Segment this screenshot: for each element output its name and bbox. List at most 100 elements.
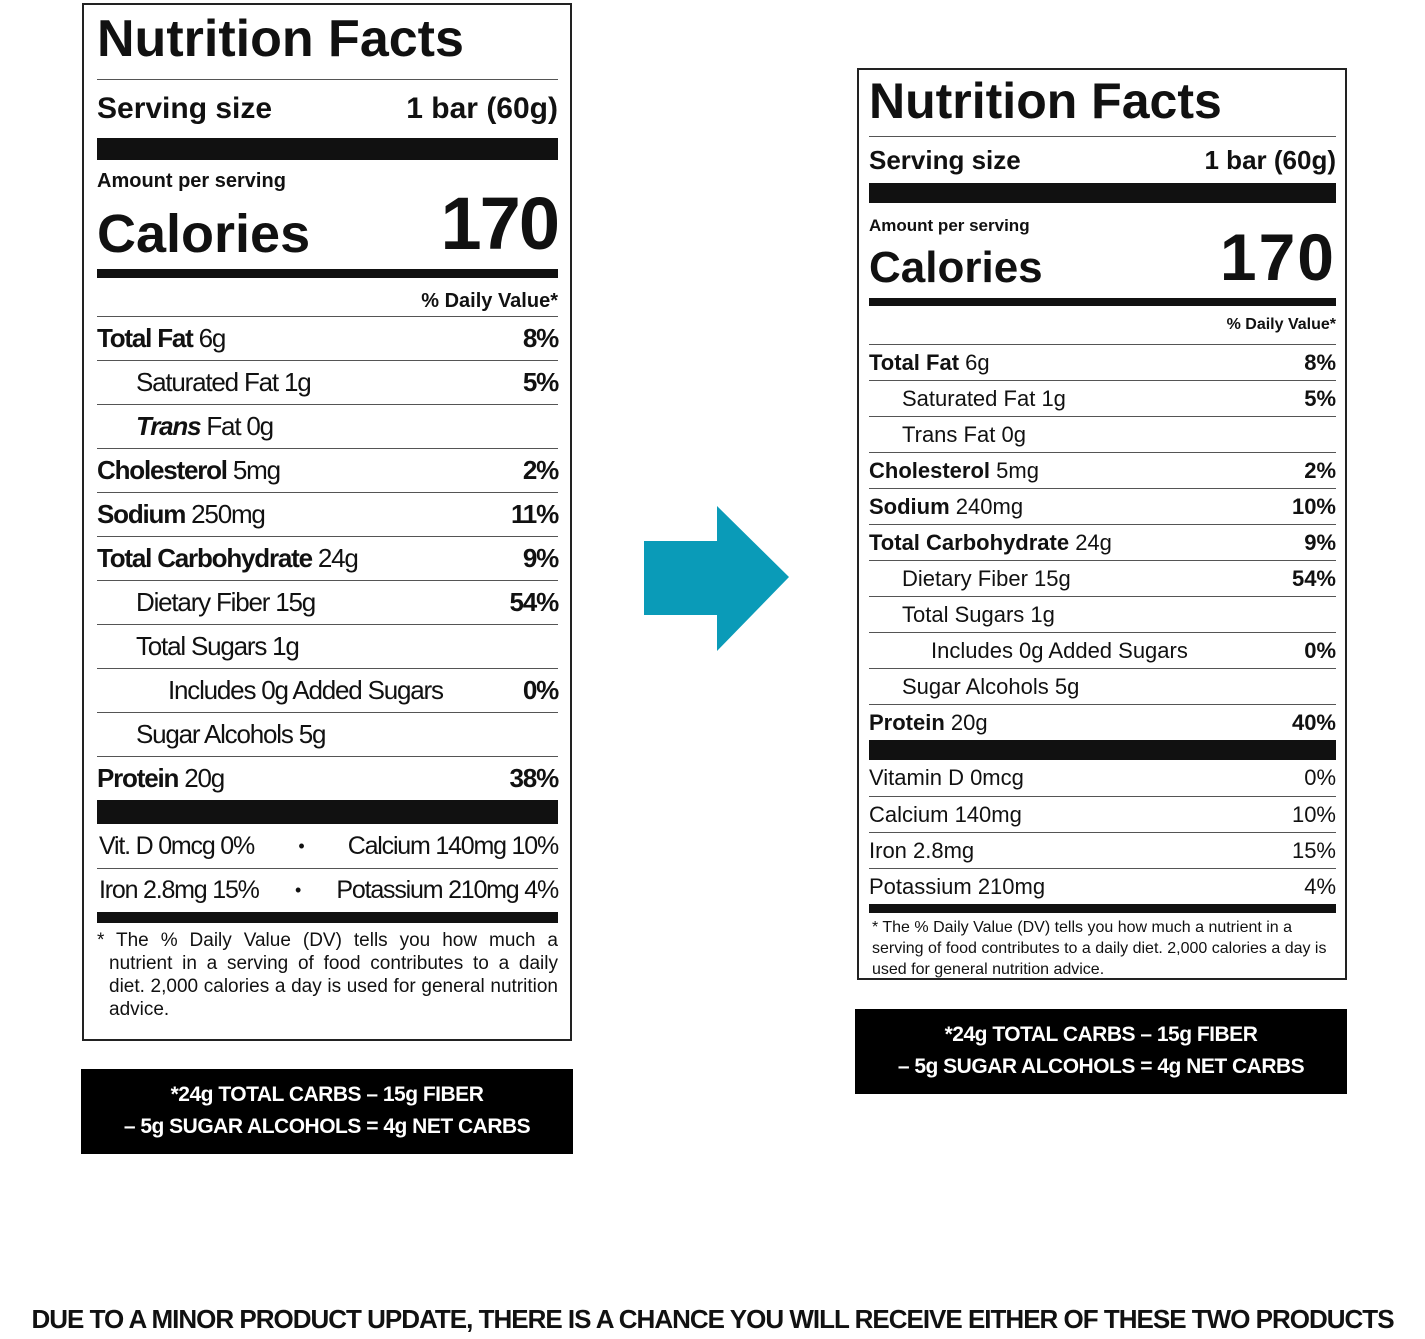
bullet-separator: • — [295, 880, 301, 900]
nutrient-row: Sodium 240mg 10% — [869, 488, 1336, 524]
nutrient-name-group: Sugar Alcohols 5g — [97, 719, 327, 750]
nutrient-amount: 250mg — [191, 499, 266, 529]
nutrient-row: Total Sugars 1g — [869, 596, 1336, 632]
thick-divider — [97, 800, 558, 824]
vitamin-right: Calcium 140mg 10% — [347, 831, 559, 860]
nutrient-name-group: Total Carbohydrate 24g — [869, 530, 1112, 556]
nutrient-daily-value: 11% — [510, 499, 559, 529]
calories-row: Calories 170 — [869, 224, 1336, 290]
nutrient-daily-value: 5% — [1304, 385, 1336, 411]
nutrient-name-group: Total Sugars 1g — [97, 631, 300, 662]
nutrient-row: Total Carbohydrate 24g 9% — [97, 536, 559, 580]
nutrient-row: Total Fat 6g 8% — [869, 344, 1336, 380]
nutrient-row: Saturated Fat 1g 5% — [97, 360, 559, 404]
nutrient-name: Trans Fat — [902, 421, 996, 447]
nutrient-name: Total Fat — [869, 349, 960, 375]
vitamin-daily-value: 10% — [1291, 801, 1336, 827]
nutrient-name-group: Total Fat 6g — [97, 323, 227, 354]
vitamin-daily-value: 4% — [1304, 873, 1336, 899]
nutrient-daily-value: 8% — [522, 323, 559, 353]
net-carbs-line: *24g TOTAL CARBS – 15g FIBER — [944, 1023, 1258, 1046]
nutrient-name: Trans — [136, 411, 202, 441]
nutrient-amount: 1g — [283, 367, 312, 397]
nutrient-daily-value: 54% — [1291, 565, 1336, 591]
nutrient-name: Dietary Fiber — [902, 565, 1028, 591]
nutrient-name-group: Trans Fat 0g — [869, 422, 1026, 448]
vitamin-row: Iron 2.8mg 15% • Potassium 210mg 4% — [97, 868, 559, 912]
nutrient-name: Total Sugars — [902, 601, 1025, 627]
vitamin-row: Iron 2.8mg 15% — [869, 832, 1336, 868]
nutrient-name: Protein — [97, 763, 179, 793]
vitamin-name: Iron 2.8mg — [869, 837, 975, 863]
nutrient-daily-value: 0% — [1304, 637, 1336, 663]
old-net-carbs-box: *24g TOTAL CARBS – 15g FIBER – 5g SUGAR … — [81, 1069, 573, 1154]
nutrient-name: Includes 0g Added Sugars — [168, 675, 444, 705]
notice-text: DUE TO A MINOR PRODUCT UPDATE, THERE IS … — [31, 1304, 1394, 1334]
nutrient-name-group: Saturated Fat 1g — [869, 386, 1066, 412]
calories-label: Calories — [97, 204, 311, 264]
nutrient-amount: 1g — [1030, 601, 1055, 627]
nutrient-name: Total Carbohydrate — [869, 529, 1070, 555]
nutrient-row: Dietary Fiber 15g 54% — [869, 560, 1336, 596]
nutrient-name-group: Includes 0g Added Sugars — [97, 675, 444, 706]
vitamin-daily-value: 0% — [1304, 765, 1336, 790]
amount-per-serving: Amount per serving — [869, 216, 1030, 235]
nutrient-name: Saturated Fat — [136, 367, 279, 397]
daily-value-header: % Daily Value* — [421, 290, 558, 312]
vitamin-row: Vitamin D 0mcg 0% — [869, 760, 1336, 796]
vitamin-row: Vit. D 0mcg 0% • Calcium 140mg 10% — [97, 824, 559, 868]
calories-row: Calories 170 — [97, 187, 560, 264]
nutrient-daily-value: 5% — [522, 367, 559, 397]
net-carbs-line: – 5g SUGAR ALCOHOLS = 4g NET CARBS — [897, 1055, 1305, 1078]
nutrient-name-group: Total Fat 6g — [869, 350, 990, 376]
footnote: * The % Daily Value (DV) tells you how m… — [97, 930, 558, 1020]
vitamin-name: Calcium 140mg — [869, 801, 1022, 827]
nutrient-name: Protein — [869, 709, 945, 735]
nutrient-name-group: Total Sugars 1g — [869, 602, 1055, 628]
nutrient-row: Trans Fat 0g — [869, 416, 1336, 452]
serving-size-value: 1 bar (60g) — [1204, 144, 1337, 175]
nutrient-row: Trans Fat 0g — [97, 404, 558, 448]
old-nutrition-label: Nutrition Facts Serving size 1 bar (60g)… — [82, 3, 572, 1041]
thick-divider — [97, 138, 558, 160]
nutrient-amount: 5mg — [996, 457, 1039, 483]
nutrient-name-group: Total Carbohydrate 24g — [97, 543, 359, 574]
new-net-carbs-box: *24g TOTAL CARBS – 15g FIBER – 5g SUGAR … — [855, 1009, 1347, 1094]
nutrient-daily-value: 40% — [1291, 709, 1336, 735]
nutrient-amount: 24g — [1075, 529, 1112, 555]
nutrient-amount: 24g — [317, 543, 359, 573]
nutrient-row: Dietary Fiber 15g 54% — [97, 580, 559, 624]
nutrient-row: Includes 0g Added Sugars 0% — [869, 632, 1336, 668]
nutrient-name-group: Protein 20g — [869, 710, 988, 736]
nutrient-amount: Fat 0g — [206, 411, 274, 441]
thick-divider — [869, 183, 1336, 203]
nutrient-amount: 5g — [298, 719, 327, 749]
nutrient-daily-value: 10% — [1291, 493, 1336, 519]
vitamin-left: Vit. D 0mcg 0% — [99, 831, 255, 860]
vitamin-right: Potassium 210mg 4% — [336, 876, 559, 904]
nutrient-row: Protein 20g 38% — [97, 756, 559, 800]
label-title: Nutrition Facts — [97, 10, 464, 68]
nutrient-daily-value: 2% — [1304, 457, 1336, 483]
nutrient-name-group: Dietary Fiber 15g — [97, 587, 316, 618]
nutrient-name: Sodium — [97, 499, 186, 529]
nutrient-amount: 5g — [1054, 673, 1080, 699]
nutrient-name: Total Fat — [97, 323, 194, 353]
medium-divider — [869, 904, 1336, 913]
serving-size-row: Serving size 1 bar (60g) — [97, 79, 558, 138]
nutrient-amount: 6g — [965, 349, 990, 375]
nutrient-row: Cholesterol 5mg 2% — [97, 448, 559, 492]
nutrient-row: Protein 20g 40% — [869, 704, 1336, 740]
vitamin-row: Potassium 210mg 4% — [869, 868, 1336, 904]
product-update-notice: DUE TO A MINOR PRODUCT UPDATE, THERE IS … — [0, 1304, 1425, 1335]
nutrient-daily-value: 9% — [1304, 529, 1336, 555]
nutrient-row: Sugar Alcohols 5g — [97, 712, 558, 756]
vitamin-row: Calcium 140mg 10% — [869, 796, 1336, 832]
new-nutrition-label: Nutrition Facts Serving size 1 bar (60g)… — [857, 68, 1347, 980]
daily-value-header: % Daily Value* — [1226, 316, 1336, 333]
nutrient-amount: 6g — [198, 323, 227, 353]
nutrient-name-group: Trans Fat 0g — [97, 411, 274, 442]
nutrient-name: Sugar Alcohols — [902, 673, 1049, 699]
nutrient-amount: 1g — [272, 631, 300, 661]
nutrient-amount: 1g — [1041, 385, 1066, 411]
